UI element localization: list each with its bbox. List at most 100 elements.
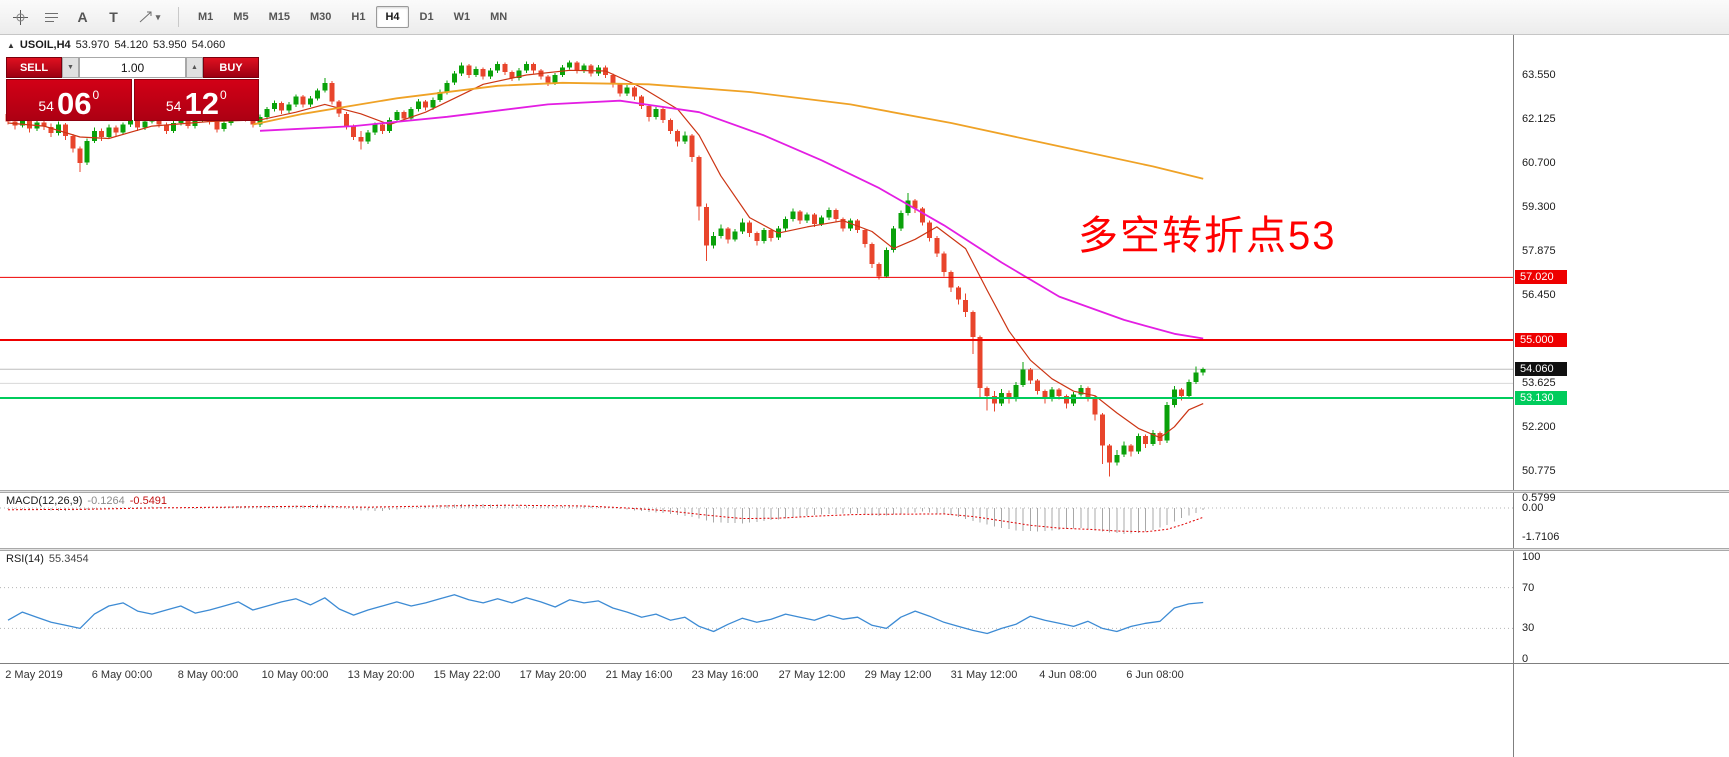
timeframe-M15-button[interactable]: M15 (268, 11, 290, 23)
sell-price-sup: 0 (92, 88, 100, 102)
rsi-chart[interactable] (0, 551, 1513, 663)
rsi-pane: RSI(14) 55.3454 100 70 30 0 (0, 551, 1729, 665)
pane-splitter[interactable] (0, 490, 1729, 493)
timeframe-H4-button[interactable]: H4 (376, 6, 409, 28)
buy-price-display[interactable]: 54 12 0 (133, 79, 259, 121)
macd-histogram (7, 503, 1204, 534)
ma-fast-line (7, 69, 1204, 439)
price-tick-label: 53.625 (1522, 377, 1556, 389)
macd-label: MACD(12,26,9) -0.1264 -0.5491 (6, 495, 167, 507)
ohlc-low: 53.950 (152, 39, 187, 51)
resistance-line-55-badge: 55.000 (1515, 333, 1567, 347)
candlesticks[interactable] (5, 60, 1206, 477)
buy-price-prefix: 54 (165, 98, 182, 114)
sell-price-display[interactable]: 54 06 0 (6, 79, 132, 121)
price-tick-label: 56.450 (1522, 289, 1556, 301)
price-tick-label: 60.700 (1522, 157, 1556, 169)
price-tick-label: 63.550 (1522, 69, 1556, 81)
time-axis-label: 31 May 12:00 (950, 669, 1018, 681)
text-tool-button[interactable]: A (68, 4, 97, 30)
text-tool-icon: A (77, 9, 88, 25)
timeframe-M30-button[interactable]: M30 (309, 11, 332, 23)
shapes-tool-dropdown[interactable]: ▾ (130, 4, 168, 30)
sell-button[interactable]: SELL (6, 57, 62, 78)
macd-name: MACD(12,26,9) (6, 495, 83, 507)
time-axis-label: 23 May 16:00 (691, 669, 759, 681)
macd-scale-label: -1.7106 (1522, 531, 1560, 543)
timeframe-H1-button[interactable]: H1 (351, 11, 366, 23)
time-axis-label: 2 May 2019 (5, 669, 63, 681)
sell-price-prefix: 54 (38, 98, 54, 114)
time-axis[interactable]: 2 May 2019 6 May 00:00 8 May 00:00 10 May 0… (0, 663, 1729, 690)
macd-chart[interactable] (0, 493, 1513, 548)
time-axis-label: 6 May 00:00 (91, 669, 153, 681)
support-line-53-badge: 53.130 (1515, 391, 1567, 405)
sell-price-big: 06 (56, 85, 92, 121)
price-tick-label: 52.200 (1522, 421, 1556, 433)
rsi-value: 55.3454 (48, 553, 89, 565)
time-axis-label: 8 May 00:00 (177, 669, 239, 681)
current-price-line-badge: 54.060 (1515, 362, 1567, 376)
ohlc-close: 54.060 (191, 39, 226, 51)
timeframe-MN-button[interactable]: MN (490, 11, 508, 23)
rsi-scale-label: 70 (1522, 582, 1535, 594)
price-axis-border (1513, 35, 1514, 757)
symbol-info-bar: ▲ USOIL,H4 53.970 54.120 53.950 54.060 (7, 39, 230, 51)
price-tick-label: 59.300 (1522, 201, 1556, 213)
buy-button[interactable]: BUY (203, 57, 259, 78)
timeframe-M1-button[interactable]: M1 (198, 11, 214, 23)
macd-axis: 0.5799 0.00 -1.7106 (1514, 492, 1729, 548)
ma-medium-line (259, 99, 1204, 340)
time-axis-label: 17 May 20:00 (519, 669, 587, 681)
price-tick-label: 50.775 (1522, 465, 1556, 477)
timeframe-W1-button[interactable]: W1 (453, 11, 471, 23)
macd-main-value: -0.1264 (87, 495, 125, 507)
macd-scale-label: 0.5799 (1522, 492, 1556, 504)
indicator-lines-tool-button[interactable] (37, 4, 66, 30)
resistance-line-57-badge: 57.020 (1515, 270, 1567, 284)
indicator-lines-icon (43, 9, 60, 26)
price-chart-pane: ▲ USOIL,H4 53.970 54.120 53.950 54.060 SELL ▼… (0, 35, 1729, 490)
rsi-scale-label: 0 (1522, 653, 1529, 665)
symbol-name: USOIL,H4 (19, 39, 71, 51)
volume-input[interactable] (79, 57, 186, 78)
candlestick-chart[interactable] (0, 35, 1513, 490)
text-label-tool-button[interactable]: T (99, 4, 128, 30)
buy-price-big: 12 (184, 85, 219, 121)
rsi-scale-label: 30 (1522, 622, 1535, 634)
rsi-scale-label: 100 (1522, 551, 1541, 563)
chart-window: ▲ USOIL,H4 53.970 54.120 53.950 54.060 SELL ▼… (0, 35, 1729, 757)
crosshair-tool-button[interactable] (6, 4, 35, 30)
time-axis-label: 29 May 12:00 (864, 669, 932, 681)
macd-signal-line (8, 504, 1204, 533)
collapse-arrow-icon[interactable]: ▲ (7, 41, 15, 50)
time-axis-label: 13 May 20:00 (347, 669, 415, 681)
time-axis-label: 6 Jun 08:00 (1126, 669, 1184, 681)
macd-scale-label: 0.00 (1522, 502, 1544, 514)
rsi-name: RSI(14) (6, 553, 44, 565)
time-axis-label: 4 Jun 08:00 (1039, 669, 1097, 681)
rsi-axis: 100 70 30 0 (1514, 551, 1729, 665)
price-tick-label: 57.875 (1522, 245, 1556, 257)
volume-increase-button[interactable]: ▲ (186, 57, 203, 78)
price-axis: 63.550 62.125 60.700 59.300 57.875 56.450 53.6… (1514, 35, 1729, 490)
toolbar: A T ▾ M1 M5 M15 M30 H1 H4 D1 W1 MN (0, 0, 1729, 35)
shapes-tool-icon (138, 9, 155, 26)
buy-price-sup: 0 (219, 88, 227, 102)
chevron-down-icon: ▾ (155, 11, 161, 22)
ohlc-high: 54.120 (114, 39, 148, 51)
pane-splitter[interactable] (0, 548, 1729, 551)
rsi-line (7, 594, 1204, 635)
ohlc-open: 53.970 (75, 39, 110, 51)
ma-slow-line (252, 81, 1204, 180)
rsi-label: RSI(14) 55.3454 (6, 553, 89, 565)
time-axis-label: 10 May 00:00 (261, 669, 329, 681)
time-axis-label: 15 May 22:00 (433, 669, 501, 681)
timeframe-M5-button[interactable]: M5 (233, 11, 249, 23)
macd-signal-value: -0.5491 (129, 495, 168, 507)
crosshair-icon (12, 9, 29, 26)
volume-decrease-button[interactable]: ▼ (62, 57, 79, 78)
time-axis-label: 27 May 12:00 (778, 669, 846, 681)
chart-annotation-text: 多空转折点53 (1078, 214, 1337, 258)
timeframe-D1-button[interactable]: D1 (419, 11, 434, 23)
